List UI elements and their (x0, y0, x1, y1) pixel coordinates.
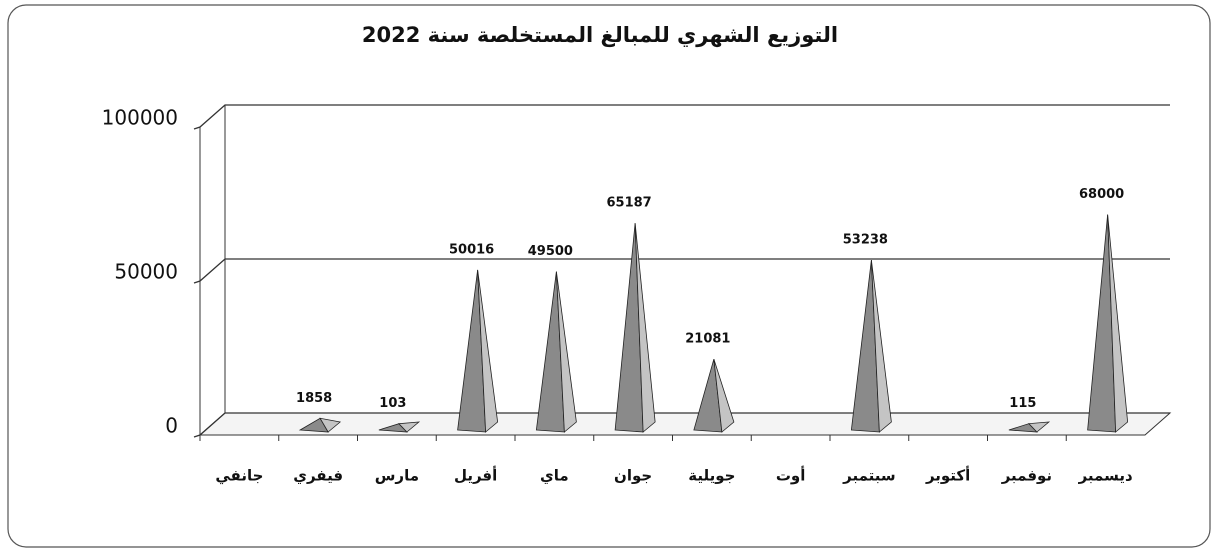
x-tick-label: مارس (375, 467, 419, 485)
x-tick-label: أفريل (454, 466, 497, 485)
bar (1087, 214, 1129, 433)
floor (198, 412, 1172, 436)
data-label: 50016 (449, 242, 494, 257)
x-tick-label: ديسمبر (1078, 467, 1133, 485)
bar (535, 271, 577, 433)
bar (378, 421, 421, 433)
bar-face (555, 271, 577, 433)
bar (298, 417, 342, 433)
bar-face (398, 421, 421, 433)
bar (1008, 421, 1051, 433)
bar-face (1107, 214, 1129, 433)
chart-title: التوزيع الشهري للمبالغ المستخلصة سنة 202… (362, 23, 838, 48)
data-label: 49500 (528, 244, 573, 259)
y-tick-label: 0 (165, 414, 178, 438)
data-label: 1858 (296, 391, 332, 406)
data-label: 115 (1009, 396, 1036, 411)
bar (457, 269, 499, 433)
bar-face (634, 223, 656, 433)
x-tick-label: جانفي (215, 467, 263, 485)
chart-frame (7, 4, 1211, 548)
bar-face (319, 417, 342, 433)
bar-face (713, 358, 735, 433)
data-label: 53238 (843, 233, 888, 248)
x-tick-label: جويلية (688, 467, 735, 485)
data-label: 68000 (1079, 187, 1124, 202)
x-tick-label: جوان (614, 467, 652, 485)
bar-face (477, 269, 499, 433)
y-tick-label: 50000 (114, 260, 178, 284)
grid-line (193, 412, 1170, 438)
x-tick-label: أوت (776, 466, 806, 485)
data-label: 21081 (685, 332, 730, 347)
x-tick-label: نوفمبر (1001, 467, 1052, 485)
y-tick-label: 100000 (102, 106, 178, 130)
grid-line (193, 258, 1170, 284)
x-tick-label: أكتوبر (925, 466, 970, 485)
bar (850, 259, 892, 433)
data-label: 65187 (607, 196, 652, 211)
x-tick-label: فيفري (293, 467, 343, 486)
data-label: 103 (379, 396, 406, 411)
grid-line (193, 104, 1170, 130)
x-tick-label: سبتمبر (842, 467, 896, 485)
bar (693, 358, 735, 433)
x-tick-label: ماي (540, 467, 569, 486)
bar-face (870, 259, 892, 433)
bar-face (1028, 421, 1051, 433)
bar (614, 223, 656, 433)
